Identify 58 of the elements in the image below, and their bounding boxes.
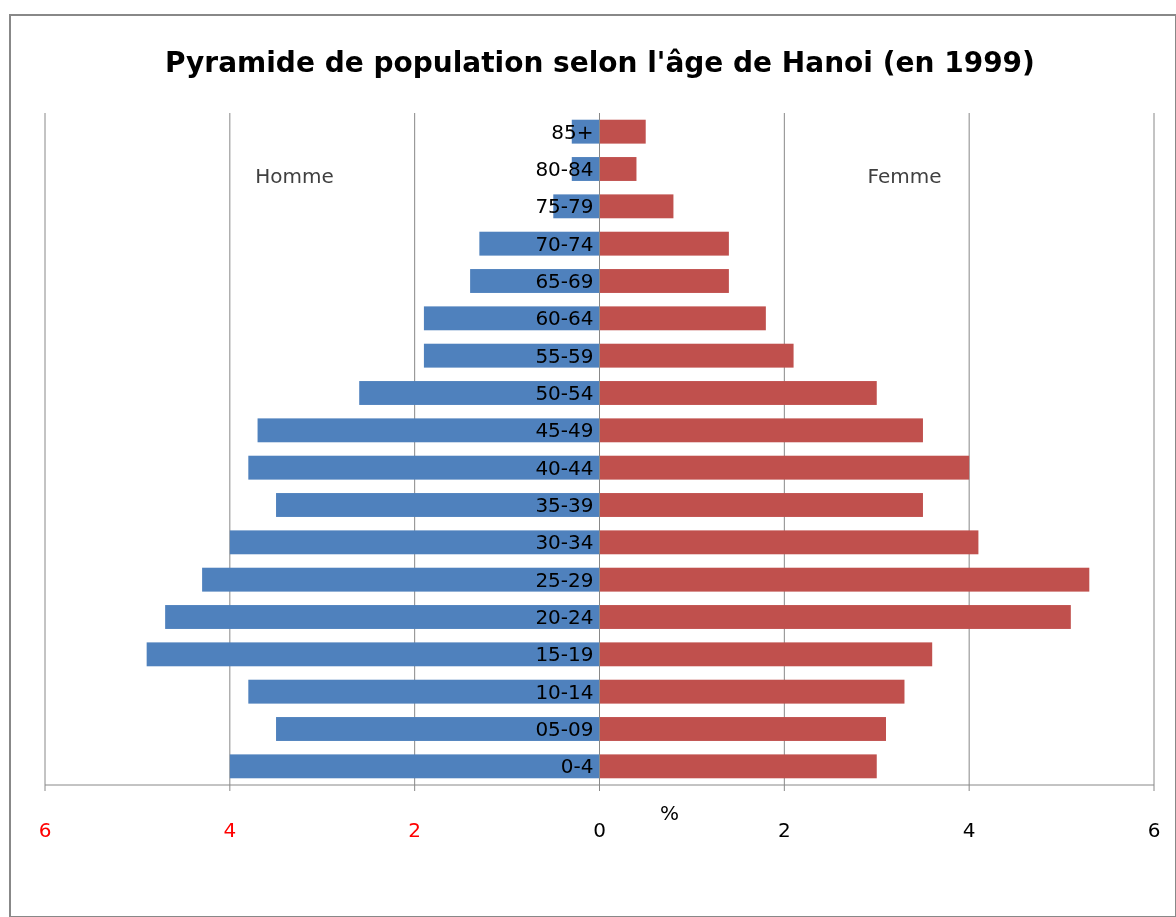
bar xyxy=(599,530,979,555)
y-tick-label: 35-39 xyxy=(535,493,594,517)
bar xyxy=(202,567,600,592)
bar xyxy=(599,231,729,256)
y-tick-label: 20-24 xyxy=(535,605,594,629)
bar xyxy=(248,679,600,704)
bar xyxy=(599,119,646,144)
bar xyxy=(165,605,600,629)
bar xyxy=(599,194,674,219)
chart-title: Pyramide de population selon l'âge de Hanoi (en 1999) xyxy=(165,46,1035,79)
bar xyxy=(248,455,600,480)
text: Homme xyxy=(255,164,334,189)
bar xyxy=(146,642,600,667)
bar xyxy=(229,530,600,555)
y-tick-label: 40-44 xyxy=(535,455,594,480)
y-tick-label: 25-29 xyxy=(535,567,594,592)
bar xyxy=(599,642,933,667)
y-tick-label: 85+ xyxy=(551,119,594,144)
y-tick-label: 0-4 xyxy=(560,754,594,779)
bar xyxy=(599,381,877,405)
x-tick-label: 2 xyxy=(408,818,422,842)
bar xyxy=(599,157,637,181)
y-tick-label: 10-14 xyxy=(535,679,594,704)
bar xyxy=(599,679,905,704)
bar xyxy=(599,717,886,741)
bar xyxy=(276,717,600,741)
bar xyxy=(599,306,766,331)
bar xyxy=(423,343,600,368)
bar xyxy=(599,343,794,368)
y-tick-label: 30-34 xyxy=(535,530,594,555)
x-tick-label: 6 xyxy=(1147,818,1161,842)
bar xyxy=(599,605,1071,629)
x-tick-label: 0 xyxy=(593,818,606,842)
y-tick-label: 05-09 xyxy=(535,717,594,741)
y-tick-label: 50-54 xyxy=(535,381,594,405)
y-tick-label: 55-59 xyxy=(535,343,594,368)
bar xyxy=(599,567,1090,592)
x-tick-label: 4 xyxy=(962,818,976,842)
bar xyxy=(599,269,729,293)
bar xyxy=(229,754,600,779)
bar xyxy=(599,754,877,779)
y-tick-label: 45-49 xyxy=(535,418,594,443)
x-axis-title: % xyxy=(659,801,680,825)
x-tick-label: 4 xyxy=(223,818,237,842)
y-tick-label: 15-19 xyxy=(535,642,594,667)
bar xyxy=(599,493,923,517)
bar xyxy=(599,455,970,480)
bar xyxy=(359,381,600,405)
text: Femme xyxy=(867,164,942,189)
bar xyxy=(257,418,600,443)
x-tick-label: 2 xyxy=(777,818,791,842)
y-tick-label: 65-69 xyxy=(535,269,594,293)
bar xyxy=(276,493,600,517)
bar xyxy=(423,306,600,331)
y-tick-label: 70-74 xyxy=(535,231,594,256)
y-tick-label: 60-64 xyxy=(535,306,594,331)
bar xyxy=(599,418,923,443)
x-tick-label: 6 xyxy=(38,818,52,842)
